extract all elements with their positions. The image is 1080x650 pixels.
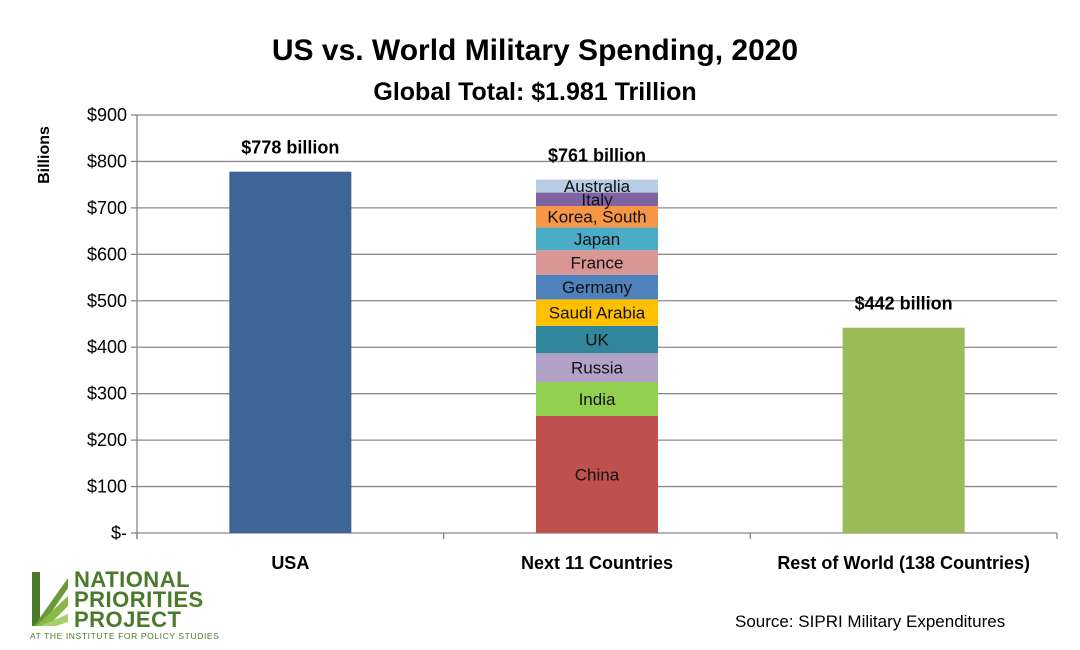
stack-segment-france: [536, 250, 658, 275]
stack-segment-japan: [536, 227, 658, 251]
x-category-labels: USA Next 11 Countries Rest of World (138 C…: [271, 553, 1030, 573]
stack-segment-label: Korea, South: [547, 208, 646, 227]
logo-subtitle: AT THE INSTITUTE FOR POLICY STUDIES: [30, 631, 220, 641]
bar-rest-of-world-countries-: [842, 327, 965, 533]
sunburst-logo-icon: [30, 570, 70, 628]
stack-segment-russia: [536, 353, 658, 383]
y-tick-label: $300: [87, 384, 127, 404]
chart-title: US vs. World Military Spending, 2020: [272, 34, 798, 67]
logo-wordmark: NATIONAL PRIORITIES PROJECT: [74, 567, 204, 632]
stack-segment-australia: [536, 179, 658, 193]
stack-segment-label: Italy: [581, 190, 613, 209]
y-tick-label: $600: [87, 244, 127, 264]
stack-segment-italy: [536, 192, 658, 207]
stack-segment-china: [536, 415, 658, 533]
stack-segment-label: Germany: [562, 278, 632, 297]
stack-segment-india: [536, 382, 658, 416]
stack-segment-label: Australia: [564, 177, 631, 196]
stack-segment-label: India: [579, 390, 616, 409]
stack-segment-label: Japan: [574, 230, 620, 249]
stack-segment-germany: [536, 274, 658, 300]
stack-segment-korea-south: [536, 206, 658, 228]
bars: $778 billion China India Russia UK Saudi Arab…: [229, 138, 965, 533]
chart: US vs. World Military Spending, 2020 Glo…: [36, 34, 1058, 573]
y-tick-label: $100: [87, 477, 127, 497]
y-tick-labels: $- $100 $200 $300 $400 $500 $600 $700 $800 $900: [87, 105, 127, 543]
y-tick-label: $700: [87, 198, 127, 218]
y-tick-label: $200: [87, 430, 127, 450]
bar-usa: [229, 171, 352, 533]
data-label: $761 billion: [548, 146, 646, 166]
y-tick-label: $500: [87, 291, 127, 311]
y-tick-label: $800: [87, 151, 127, 171]
source-note: Source: SIPRI Military Expenditures: [735, 612, 1006, 631]
x-category-label: Next 11 Countries: [521, 553, 673, 573]
stack-segment-label: France: [571, 253, 624, 272]
y-tick-label: $-: [111, 523, 127, 543]
data-label: $442 billion: [855, 294, 953, 314]
y-axis-label: Billions: [36, 126, 53, 184]
stack-segment-label: Saudi Arabia: [549, 304, 646, 323]
x-category-label: Rest of World (138 Countries): [777, 553, 1030, 573]
y-tick-label: $900: [87, 105, 127, 125]
stack-segment-uk: [536, 325, 658, 354]
stack-segment-label: Russia: [571, 359, 624, 378]
y-tick-label: $400: [87, 337, 127, 357]
npp-logo: NATIONAL PRIORITIES PROJECT AT THE INSTI…: [30, 567, 270, 642]
chart-subtitle: Global Total: $1.981 Trillion: [373, 78, 696, 106]
data-label: $778 billion: [241, 138, 339, 158]
stack-segment-saudi-arabia: [536, 299, 658, 326]
stack-segment-label: China: [575, 465, 620, 484]
x-category-label: USA: [271, 553, 309, 573]
stack-segment-label: UK: [585, 331, 609, 350]
